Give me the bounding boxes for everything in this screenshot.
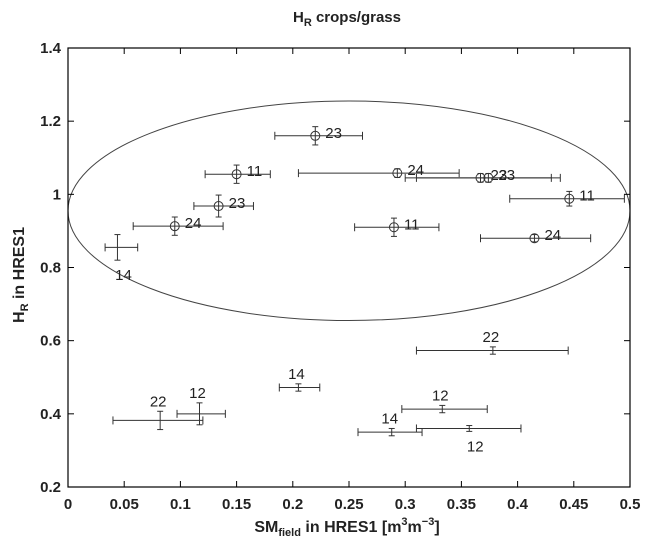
data-point: 11	[354, 216, 440, 237]
point-label: 23	[325, 125, 342, 142]
data-point: 23	[415, 167, 561, 184]
data-point: 11	[509, 188, 625, 207]
y-tick-label: 1	[53, 186, 61, 203]
point-label: 24	[185, 215, 202, 232]
title-subscript: R	[304, 17, 312, 29]
point-marker	[483, 172, 494, 183]
data-point: 23	[274, 125, 363, 146]
point-marker	[392, 168, 403, 179]
data-point: 14	[357, 410, 423, 437]
x-tick-label: 0.45	[559, 496, 588, 513]
x-tick-label: 0	[64, 496, 72, 513]
x-tick-label: 0.05	[110, 496, 139, 513]
x-tick-label: 0.25	[334, 496, 363, 513]
data-point: 23	[404, 167, 552, 184]
point-label: 14	[381, 410, 398, 427]
y-tick-label: 0.4	[40, 406, 62, 423]
x-tick-label: 0.2	[282, 496, 303, 513]
point-label: 11	[579, 188, 595, 205]
x-axis-label: SMfield in HRES1 [m3m−3]	[254, 516, 439, 539]
point-marker	[388, 222, 399, 233]
y-tick-label: 0.2	[40, 479, 61, 496]
plot-frame	[67, 47, 631, 488]
point-label: 24	[407, 162, 424, 179]
point-label: 12	[467, 438, 484, 455]
x-tick-label: 0.15	[222, 496, 251, 513]
point-label: 23	[229, 195, 246, 212]
point-label: 14	[115, 267, 132, 284]
data-point: 22	[112, 393, 204, 431]
data-point: 12	[176, 385, 226, 426]
x-tick-label: 0.3	[395, 496, 416, 513]
point-label: 23	[498, 167, 515, 184]
point-label: 12	[432, 387, 449, 404]
y-tick-label: 1.2	[40, 113, 61, 130]
chart-title: HR crops/grass	[293, 9, 401, 29]
data-point: 14	[104, 234, 139, 284]
point-marker	[169, 221, 180, 232]
point-marker	[213, 201, 224, 212]
data-point: 24	[297, 162, 460, 179]
data-point: 22	[415, 329, 569, 355]
x-tick-label: 0.5	[620, 496, 641, 513]
title-rest: crops/grass	[312, 9, 401, 26]
title-main: H	[293, 9, 304, 26]
cluster-ellipse	[67, 100, 631, 322]
data-point: 12	[401, 387, 488, 414]
x-tick-label: 0.35	[447, 496, 476, 513]
data-point: 23	[193, 194, 254, 218]
point-label: 22	[150, 393, 167, 410]
data-point: 12	[415, 424, 522, 455]
y-tick-label: 1.4	[40, 40, 62, 57]
data-point: 14	[278, 366, 321, 392]
point-label: 11	[247, 163, 263, 180]
y-axis-label: HR in HRES1	[11, 227, 31, 323]
data-point: 24	[132, 215, 224, 236]
point-label: 11	[404, 216, 420, 233]
data-point: 11	[204, 163, 271, 184]
y-tick-label: 0.8	[40, 260, 61, 277]
point-label: 14	[288, 366, 305, 383]
point-marker	[529, 233, 540, 244]
point-label: 22	[483, 329, 500, 346]
point-label: 12	[189, 385, 206, 402]
point-marker	[564, 193, 575, 204]
y-tick-label: 0.6	[40, 333, 61, 350]
point-marker	[231, 169, 242, 180]
data-point: 24	[480, 227, 592, 244]
point-label: 24	[544, 227, 561, 244]
point-marker	[310, 130, 321, 141]
x-tick-label: 0.4	[507, 496, 529, 513]
x-tick-label: 0.1	[170, 496, 191, 513]
point-label: 23	[491, 167, 508, 184]
